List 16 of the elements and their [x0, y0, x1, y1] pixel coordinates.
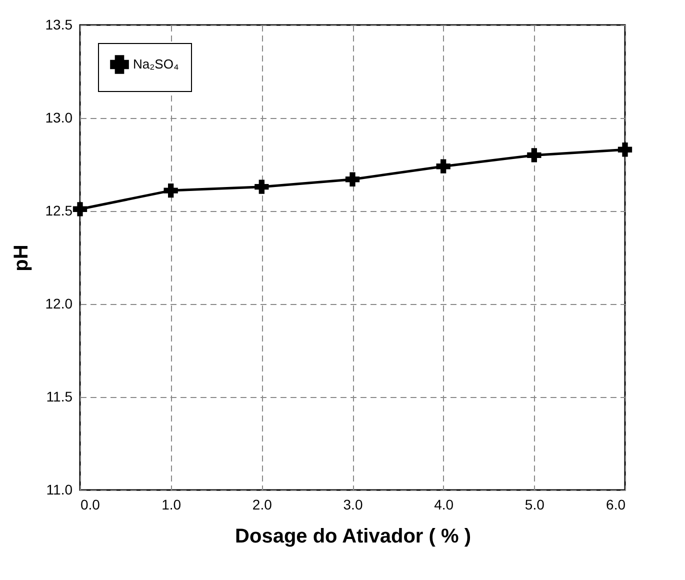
x-tick-label: 6.0: [606, 496, 626, 512]
x-tick-label: 0.0: [80, 496, 100, 512]
y-tick-label: 13.5: [45, 16, 73, 32]
y-tick-label: 12.5: [45, 202, 73, 218]
x-tick-label: 2.0: [252, 496, 272, 512]
y-tick-label: 11.5: [46, 388, 73, 404]
x-tick-label: 5.0: [524, 496, 545, 512]
x-tick-label: 3.0: [343, 496, 363, 512]
y-axis-title: pH: [10, 244, 32, 272]
x-tick-label: 4.0: [434, 496, 454, 512]
x-axis-title: Dosage do Ativador ( % ): [235, 526, 471, 548]
y-tick-label: 12.0: [45, 296, 73, 312]
y-tick-label: 13.0: [45, 110, 73, 126]
legend-label: Na₂SO₄: [133, 56, 179, 72]
y-tick-label: 11.0: [46, 482, 73, 498]
x-tick-label: 1.0: [162, 496, 182, 512]
